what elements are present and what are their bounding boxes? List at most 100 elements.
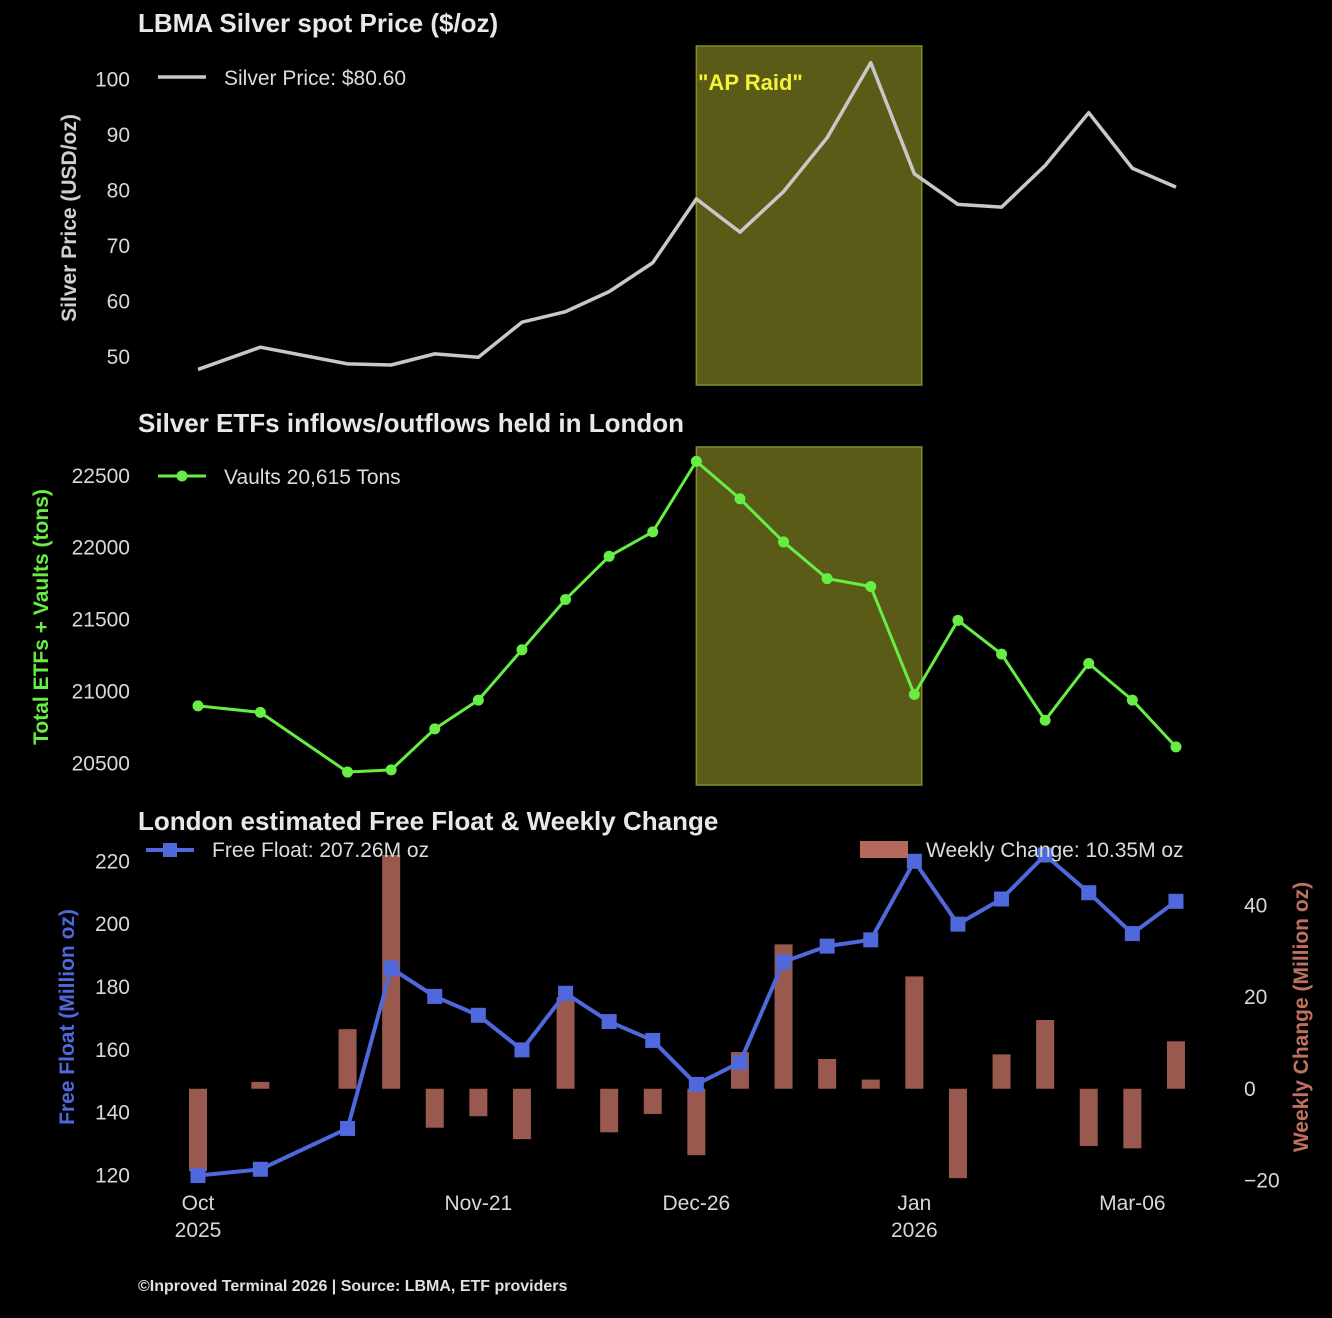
free-float-point: [383, 960, 399, 976]
vaults-series-line: [197, 459, 1178, 774]
free-float-point: [514, 1042, 530, 1058]
y-tick-label: 20500: [72, 752, 130, 775]
weekly-change-bar: [556, 997, 575, 1089]
vaults-point: [647, 526, 659, 538]
x-tick-label: Dec-26: [662, 1192, 730, 1215]
panel1-title: LBMA Silver spot Price ($/oz): [138, 8, 498, 38]
y-tick-label: 120: [95, 1165, 130, 1188]
weekly-change-bar: [861, 1079, 880, 1089]
panel-silver-price: LBMA Silver spot Price ($/oz) "AP Raid" …: [58, 8, 1177, 386]
weekly-change-bar: [643, 1088, 662, 1114]
vaults-point: [1170, 741, 1182, 753]
panel-etf-vaults: Silver ETFs inflows/outflows held in Lon…: [30, 408, 1182, 786]
panel2-legend-label: Vaults 20,615 Tons: [224, 466, 401, 489]
y-tick-label: 20: [1244, 986, 1267, 1009]
vaults-point: [429, 723, 441, 735]
vaults-point: [952, 614, 964, 626]
vaults-series-points: [192, 455, 1182, 778]
vaults-point: [821, 573, 833, 585]
vaults-point: [342, 766, 354, 778]
y-tick-label: 100: [95, 68, 130, 91]
weekly-change-bar: [189, 1088, 207, 1172]
panel1-y-ticks: 50 60 70 80 90 100: [95, 68, 130, 369]
vaults-point: [865, 581, 877, 593]
source-footer: ©Inproved Terminal 2026 | Source: LBMA, …: [138, 1278, 568, 1295]
free-float-point: [427, 988, 443, 1004]
weekly-change-bar: [425, 1088, 444, 1128]
x-axis-ticks: Oct 2025 Nov-21 Dec-26 Jan 2026 Mar-06: [175, 1192, 1166, 1242]
vaults-point: [778, 536, 790, 548]
y-tick-label: 40: [1244, 894, 1267, 917]
weekly-change-bar: [512, 1088, 531, 1140]
x-tick-label: Mar-06: [1099, 1192, 1166, 1215]
free-float-point: [906, 853, 922, 869]
weekly-change-bar: [338, 1029, 357, 1089]
silver-price-series-line: [197, 60, 1177, 372]
free-float-point: [252, 1161, 268, 1177]
weekly-change-bar: [600, 1088, 619, 1133]
free-float-point: [994, 891, 1010, 907]
vaults-point: [603, 550, 615, 562]
panel2-title: Silver ETFs inflows/outflows held in Lon…: [138, 408, 684, 438]
y-tick-label: 140: [95, 1102, 130, 1125]
weekly-change-bar: [1123, 1088, 1142, 1149]
free-float-point: [863, 932, 879, 948]
ap-raid-highlight-2: [695, 446, 923, 786]
ap-raid-annotation: "AP Raid": [698, 70, 803, 95]
vaults-point: [734, 493, 746, 505]
free-float-series-line: [197, 853, 1178, 1178]
weekly-change-bar: [687, 1088, 706, 1156]
y-tick-label: 200: [95, 913, 130, 936]
panel3-legend-left-label: Free Float: 207.26M oz: [212, 839, 429, 862]
y-tick-label: 0: [1244, 1078, 1256, 1101]
panel1-legend-label: Silver Price: $80.60: [224, 67, 406, 90]
y-tick-label: 22500: [72, 465, 130, 488]
panel2-y-ticks: 20500 21000 21500 22000 22500: [72, 465, 130, 776]
y-tick-label: 70: [107, 235, 130, 258]
free-float-point: [601, 1014, 617, 1030]
free-float-point: [688, 1076, 704, 1092]
x-tick-label: Nov-21: [444, 1192, 512, 1215]
panel3-legend-bar-swatch: [860, 841, 908, 858]
panel3-right-y-label: Weekly Change (Million oz): [1290, 882, 1313, 1152]
free-float-point: [1037, 847, 1053, 863]
free-float-point: [1124, 926, 1140, 942]
free-float-point: [340, 1120, 356, 1136]
panel3-legend-right-label: Weekly Change: 10.35M oz: [926, 839, 1184, 862]
vaults-point: [690, 455, 702, 467]
weekly-change-bars: [189, 855, 1185, 1179]
panel3-right-y-ticks: −20 0 20 40: [1244, 894, 1280, 1192]
weekly-change-bar: [948, 1088, 967, 1179]
x-tick-label: Jan: [897, 1192, 931, 1215]
weekly-change-bar: [905, 976, 924, 1089]
y-tick-label: 22000: [72, 537, 130, 560]
free-float-point: [190, 1168, 206, 1184]
panel3-legend-marker-swatch: [163, 843, 177, 857]
free-float-point: [732, 1054, 748, 1070]
weekly-change-bar: [774, 944, 793, 1089]
vaults-point: [1039, 714, 1051, 726]
y-tick-label: 180: [95, 976, 130, 999]
free-float-point: [950, 916, 966, 932]
weekly-change-bar: [1036, 1020, 1055, 1089]
free-float-point: [470, 1007, 486, 1023]
ap-raid-highlight: [695, 45, 923, 386]
weekly-change-bar: [251, 1081, 270, 1089]
y-tick-label: −20: [1244, 1169, 1280, 1192]
free-float-point: [776, 954, 792, 970]
panel-free-float: London estimated Free Float & Weekly Cha…: [56, 806, 1313, 1242]
free-float-point: [1081, 885, 1097, 901]
y-tick-label: 21500: [72, 609, 130, 632]
vaults-point: [908, 688, 920, 700]
x-tick-year-label: 2025: [175, 1219, 222, 1242]
y-tick-label: 220: [95, 850, 130, 873]
vaults-point: [1083, 657, 1095, 669]
y-tick-label: 90: [107, 124, 130, 147]
vaults-point: [254, 706, 266, 718]
vaults-point: [996, 648, 1008, 660]
free-float-series-points: [190, 847, 1184, 1184]
panel1-y-label: Silver Price (USD/oz): [58, 114, 81, 322]
free-float-point: [819, 938, 835, 954]
weekly-change-bar: [992, 1054, 1011, 1089]
